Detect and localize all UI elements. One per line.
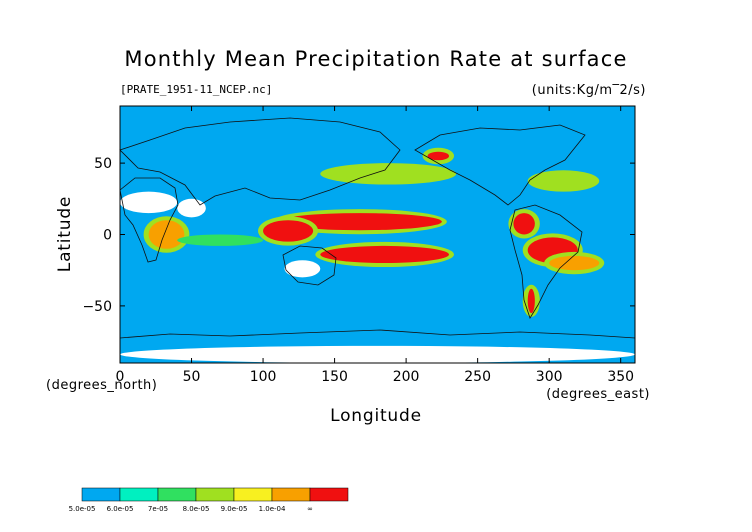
precip-region <box>549 255 600 271</box>
colorbar-swatch <box>195 487 235 502</box>
x-tick-label: 250 <box>464 369 491 385</box>
australia-outline <box>282 245 337 286</box>
colorbar-label: 7e-05 <box>148 505 168 513</box>
precip-region <box>177 198 206 218</box>
precip-region <box>284 260 321 278</box>
x-tick-label: 50 <box>183 369 201 385</box>
precip-region <box>427 151 450 161</box>
precip-regions <box>120 147 635 363</box>
colorbar-swatch <box>157 487 197 502</box>
colorbar-swatch <box>81 487 121 502</box>
x-axis-label: Longitude <box>330 406 422 426</box>
precip-region <box>263 220 314 242</box>
precip-region <box>527 288 535 314</box>
colorbar-label: 5.0e-05 <box>69 505 96 513</box>
precip-region <box>277 213 442 231</box>
south-america-outline <box>509 204 583 319</box>
colorbar-swatch <box>119 487 159 502</box>
x-tick-label: 0 <box>116 369 125 385</box>
precip-region <box>527 170 600 192</box>
colorbar-label: 6.0e-05 <box>107 505 134 513</box>
y-axis-label: Latitude <box>55 196 75 272</box>
y-unit-label: (degrees_north) <box>46 378 157 393</box>
africa-outline <box>119 177 179 263</box>
x-unit-label: (degrees_east) <box>546 387 650 402</box>
plot-area: 0 50 100 150 200 250 300 350 50 0 −50 <box>82 105 636 385</box>
precip-region <box>148 220 185 249</box>
colorbar-label: 1.0e-04 <box>259 505 286 513</box>
colorbar-swatch <box>233 487 273 502</box>
y-tick-label: −50 <box>82 299 112 315</box>
x-tick-label: 100 <box>250 369 277 385</box>
y-ticks: 50 0 −50 <box>82 156 635 315</box>
precip-region <box>120 345 635 363</box>
x-tick-label: 150 <box>321 369 348 385</box>
eurasia-outline <box>119 117 401 206</box>
x-ticks: 0 50 100 150 200 250 300 350 <box>116 106 634 385</box>
y-tick-label: 0 <box>103 228 112 244</box>
antarctica-outline <box>119 329 636 339</box>
colorbar-swatch <box>271 487 311 502</box>
x-tick-label: 350 <box>607 369 634 385</box>
colorbar-label: 9.0e-05 <box>221 505 248 513</box>
colorbar-label: ∞ <box>307 505 313 513</box>
precip-region <box>177 234 264 246</box>
x-tick-label: 300 <box>536 369 563 385</box>
colorbar-swatch <box>309 487 349 502</box>
y-tick-label: 50 <box>94 156 112 172</box>
colorbar: 5.0e-05 6.0e-05 7e-05 8.0e-05 9.0e-05 1.0e-04… <box>69 487 349 513</box>
file-label: [PRATE_1951-11_NCEP.nc] <box>120 83 272 96</box>
x-tick-label: 200 <box>393 369 420 385</box>
precip-region <box>320 163 457 185</box>
units-label: (units:Kg/m‾2/s) <box>532 83 646 98</box>
coastlines <box>119 117 636 339</box>
precip-region <box>513 213 535 235</box>
precip-region <box>320 245 450 264</box>
chart-title: Monthly Mean Precipitation Rate at surfa… <box>124 47 627 71</box>
precip-region <box>120 191 178 214</box>
north-america-outline <box>414 124 586 206</box>
colorbar-label: 8.0e-05 <box>183 505 210 513</box>
